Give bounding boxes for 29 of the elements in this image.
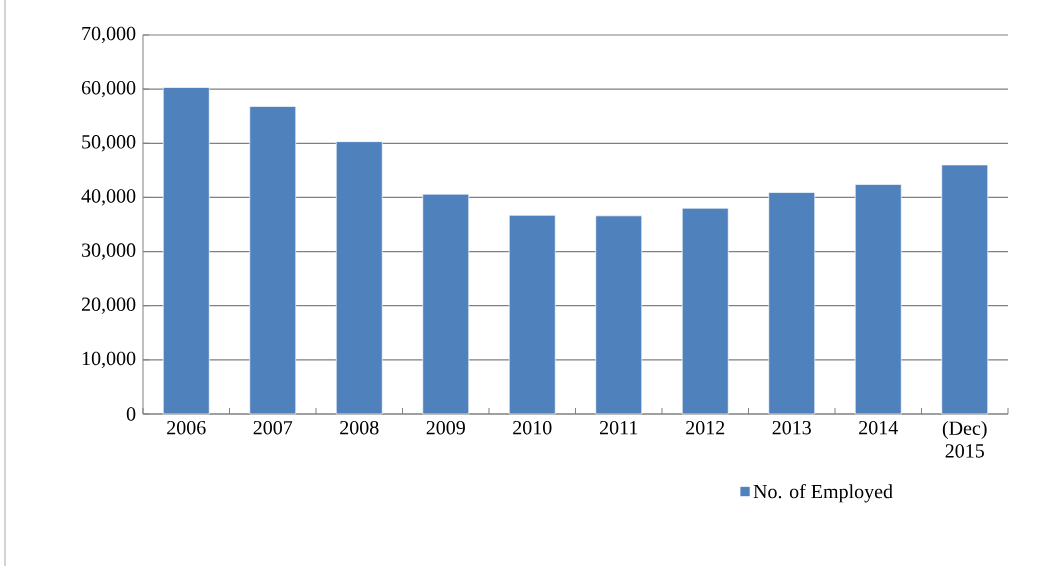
bar [335, 141, 383, 415]
bar [768, 192, 816, 415]
bar [249, 106, 297, 415]
x-tick-label: 2012 [686, 420, 725, 435]
y-tick-label: 30,000 [82, 243, 136, 260]
y-tick-label: 50,000 [82, 135, 136, 152]
bar [422, 193, 470, 415]
y-tick-label: 40,000 [81, 189, 136, 206]
bar [681, 207, 729, 415]
x-tick-label: 2006 [167, 420, 206, 435]
y-tick-label: 70,000 [82, 26, 136, 44]
x-tick-label: 2007 [253, 420, 293, 435]
x-tick-label: 2009 [426, 420, 465, 435]
x-tick-label: 2013 [772, 420, 811, 435]
x-tick-label: 2008 [340, 420, 379, 435]
bar [595, 215, 643, 415]
y-tick-label: 0 [126, 407, 136, 421]
y-tick-label: 10,000 [82, 351, 136, 369]
y-tick-label: 60,000 [81, 80, 136, 98]
legend-label: No. of Employed [753, 484, 893, 503]
x-tick-label: (Dec) 2015 [942, 420, 987, 458]
bar [854, 184, 902, 415]
bar [941, 164, 989, 415]
x-tick-label: 2010 [513, 420, 552, 435]
x-tick-label: 2014 [859, 420, 898, 435]
bar [508, 214, 556, 415]
x-tick-label: 2011 [600, 420, 638, 435]
y-tick-label: 20,000 [81, 297, 136, 314]
bar [162, 87, 210, 415]
